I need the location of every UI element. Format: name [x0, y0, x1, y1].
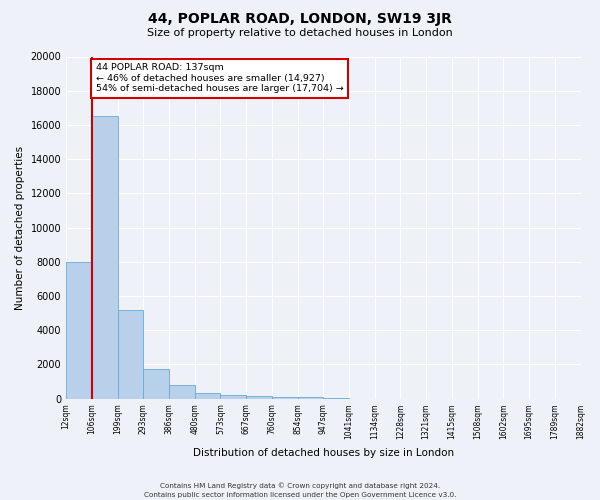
Bar [169, 385, 195, 398]
Bar [66, 262, 92, 398]
Bar [246, 396, 272, 398]
Bar [272, 397, 298, 398]
Text: Contains HM Land Registry data © Crown copyright and database right 2024.: Contains HM Land Registry data © Crown c… [160, 482, 440, 489]
Bar [118, 310, 143, 398]
Text: Contains public sector information licensed under the Open Government Licence v3: Contains public sector information licen… [144, 492, 456, 498]
Bar [143, 368, 169, 398]
Text: 44, POPLAR ROAD, LONDON, SW19 3JR: 44, POPLAR ROAD, LONDON, SW19 3JR [148, 12, 452, 26]
Bar [92, 116, 118, 398]
X-axis label: Distribution of detached houses by size in London: Distribution of detached houses by size … [193, 448, 454, 458]
Text: Size of property relative to detached houses in London: Size of property relative to detached ho… [147, 28, 453, 38]
Y-axis label: Number of detached properties: Number of detached properties [15, 146, 25, 310]
Bar [220, 396, 246, 398]
Text: 44 POPLAR ROAD: 137sqm
← 46% of detached houses are smaller (14,927)
54% of semi: 44 POPLAR ROAD: 137sqm ← 46% of detached… [96, 64, 343, 93]
Bar [195, 392, 220, 398]
